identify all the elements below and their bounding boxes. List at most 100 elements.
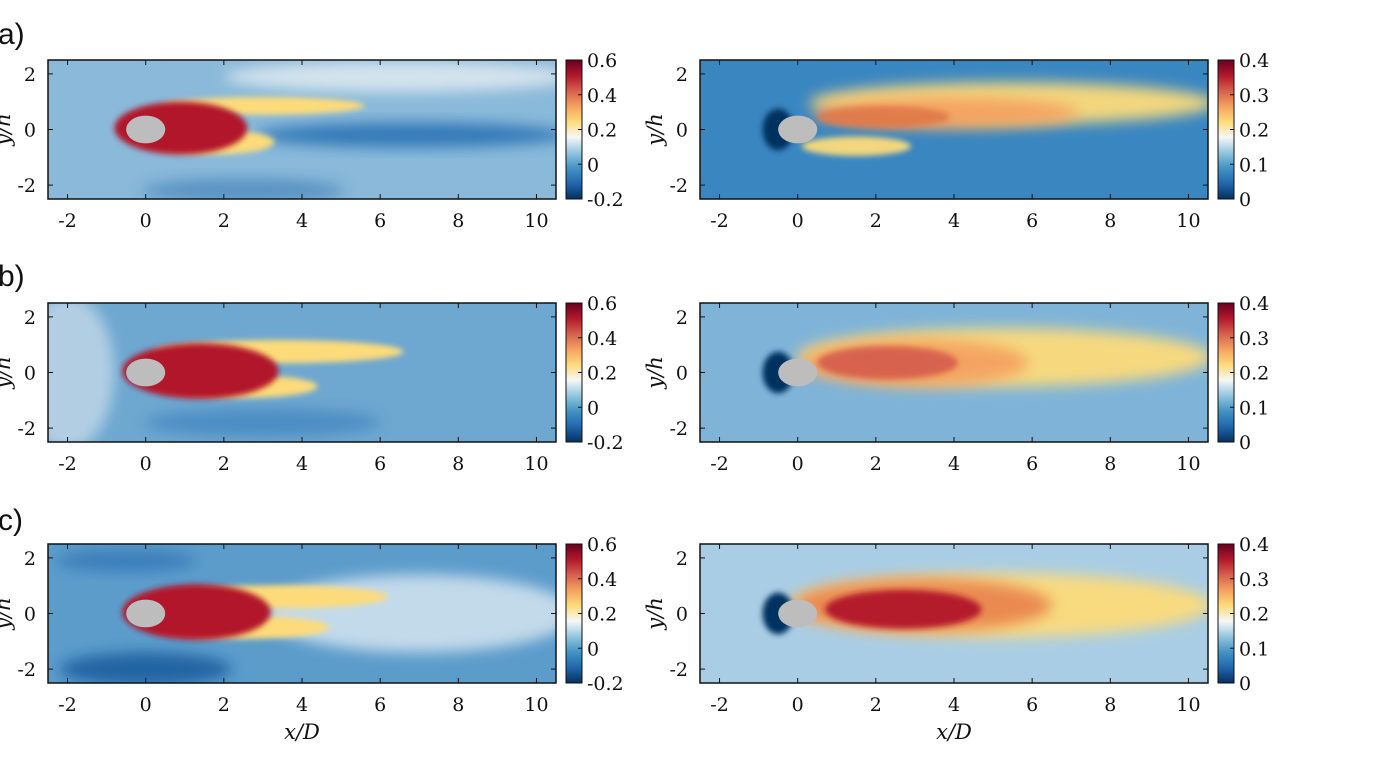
heatmap-panel: -2 0 2 4 6 8 10 -2 0 2 y/h 0.4 0.3 0.2 0.1 0: [643, 293, 1269, 475]
y-axis-label: y/h: [643, 356, 667, 389]
colorbar-tick-label: 0.2: [587, 120, 617, 142]
x-tick-label: 0: [792, 453, 804, 475]
x-tick-label: -2: [58, 210, 77, 232]
x-tick-label: -2: [710, 694, 729, 716]
x-tick-label: 4: [948, 453, 960, 475]
field-region: [48, 303, 115, 442]
heatmap-panel: -2 0 2 4 6 8 10 -2 0 2 y/h x/D 0.4 0.3 0.2 0.1 0: [643, 534, 1269, 744]
x-tick-label: 10: [1176, 453, 1200, 475]
colorbar-tick-label: -0.2: [587, 432, 624, 454]
y-tick-label: 2: [24, 307, 36, 329]
heatmap-panel: -2 0 2 4 6 8 10 -2 0 2 y/h 0.6 0.4 0.2 0 -0.2: [0, 293, 624, 475]
field-region: [817, 346, 958, 380]
x-tick-label: 2: [218, 453, 230, 475]
heatmap-field: [700, 303, 1208, 442]
colorbar-tick-label: 0.2: [1239, 363, 1269, 385]
y-axis-label: y/h: [643, 113, 667, 146]
x-tick-label: 4: [296, 694, 308, 716]
x-tick-label: 6: [374, 694, 386, 716]
y-axis-label: y/h: [643, 597, 667, 630]
colorbar-tick-label: 0.1: [1239, 397, 1269, 419]
x-tick-label: 10: [524, 694, 548, 716]
panel-label: b): [0, 260, 25, 293]
field-region: [817, 105, 951, 129]
cylinder: [778, 599, 818, 628]
x-tick-label: -2: [710, 210, 729, 232]
x-tick-label: 8: [1104, 210, 1116, 232]
x-tick-label: 10: [524, 210, 548, 232]
x-tick-label: 2: [870, 453, 882, 475]
x-tick-label: 6: [1026, 453, 1038, 475]
x-tick-label: 8: [1104, 453, 1116, 475]
heatmap-panel: -2 0 2 4 6 8 10 -2 0 2 y/h 0.4 0.3 0.2 0.1 0: [643, 50, 1269, 232]
colorbar-tick-label: 0: [587, 154, 599, 176]
y-tick-label: -2: [17, 418, 36, 440]
x-tick-label: -2: [58, 453, 77, 475]
field-region: [122, 584, 271, 640]
colorbar-tick-label: 0.1: [1239, 638, 1269, 660]
field-region: [141, 178, 345, 199]
y-tick-label: 2: [676, 548, 688, 570]
cylinder: [126, 599, 166, 628]
colorbar-tick-label: 0.4: [1239, 534, 1269, 556]
heatmap-panel: -2 0 2 4 6 8 10 -2 0 2 y/h 0.6 0.4 0.2 0 -0.2: [0, 50, 624, 232]
x-axis-label: x/D: [284, 720, 320, 744]
cylinder: [778, 115, 818, 144]
x-tick-label: 4: [296, 453, 308, 475]
cylinder: [778, 358, 818, 387]
colorbar-tick-label: 0.2: [587, 604, 617, 626]
field-region: [122, 343, 279, 399]
colorbar-tick-label: -0.2: [587, 189, 624, 211]
x-tick-label: 4: [296, 210, 308, 232]
cylinder: [126, 358, 166, 387]
y-axis-label: y/h: [0, 597, 15, 630]
x-tick-label: 6: [374, 210, 386, 232]
panel-label: c): [0, 504, 23, 537]
colorbar-tick-label: 0.4: [587, 328, 617, 350]
x-tick-label: 4: [948, 210, 960, 232]
colorbar-tick-label: 0: [587, 397, 599, 419]
colorbar-tick-label: 0.6: [587, 50, 617, 72]
y-tick-label: -2: [17, 659, 36, 681]
x-tick-label: 2: [870, 694, 882, 716]
heatmap-field: [700, 544, 1208, 683]
y-tick-label: 0: [676, 363, 688, 385]
heatmap-panel: -2 0 2 4 6 8 10 -2 0 2 y/h x/D 0.6 0.4 0.2 0 -0.2: [0, 534, 624, 744]
x-tick-label: 10: [1176, 210, 1200, 232]
y-tick-label: -2: [17, 175, 36, 197]
x-tick-label: 8: [1104, 694, 1116, 716]
x-tick-label: 2: [870, 210, 882, 232]
colorbar-tick-label: 0.2: [1239, 604, 1269, 626]
field-region: [55, 549, 197, 572]
y-tick-label: 0: [24, 604, 36, 626]
x-tick-label: 2: [218, 694, 230, 716]
field-region: [223, 61, 556, 92]
x-tick-label: 6: [1026, 694, 1038, 716]
y-tick-label: 2: [676, 307, 688, 329]
y-tick-label: 2: [24, 548, 36, 570]
colorbar-tick-label: 0.2: [587, 363, 617, 385]
y-tick-label: 0: [676, 120, 688, 142]
x-tick-label: 0: [140, 210, 152, 232]
colorbar-tick-label: 0.3: [1239, 569, 1269, 591]
x-tick-label: 0: [792, 210, 804, 232]
colorbar-tick-label: 0: [1239, 432, 1251, 454]
colorbar-tick-label: 0: [1239, 189, 1251, 211]
y-tick-label: -2: [669, 659, 688, 681]
x-tick-label: 4: [948, 694, 960, 716]
x-tick-label: 6: [374, 453, 386, 475]
heatmap-field: [48, 544, 556, 683]
x-tick-label: 10: [1176, 694, 1200, 716]
y-tick-label: 0: [24, 363, 36, 385]
y-axis-label: y/h: [0, 356, 15, 389]
field-region: [801, 136, 912, 156]
heatmap-field: [48, 60, 556, 199]
field-region: [59, 652, 232, 683]
x-tick-label: 10: [524, 453, 548, 475]
field-region: [825, 589, 982, 629]
y-axis-label: y/h: [0, 113, 15, 146]
heatmap-field: [48, 303, 556, 442]
y-tick-label: 2: [24, 64, 36, 86]
colorbar-tick-label: 0.1: [1239, 154, 1269, 176]
